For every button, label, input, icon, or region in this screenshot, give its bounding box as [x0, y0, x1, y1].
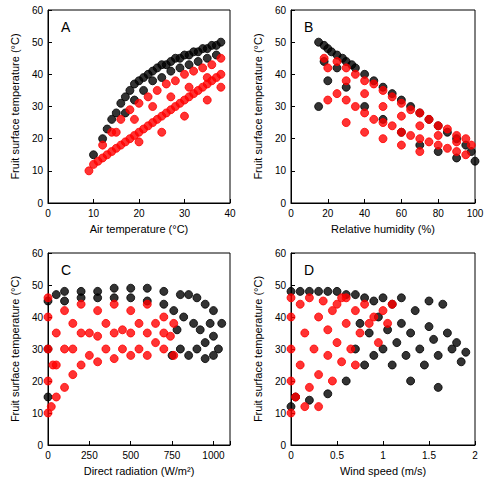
- svg-text:60: 60: [32, 5, 44, 16]
- svg-text:1: 1: [380, 450, 386, 461]
- svg-text:60: 60: [275, 5, 287, 16]
- svg-text:750: 750: [164, 450, 181, 461]
- svg-text:100: 100: [467, 208, 484, 219]
- svg-text:60: 60: [396, 208, 408, 219]
- svg-text:0: 0: [45, 450, 51, 461]
- svg-text:1.5: 1.5: [422, 450, 436, 461]
- svg-text:40: 40: [32, 312, 44, 323]
- svg-text:Fruit surface temperature (°C): Fruit surface temperature (°C): [9, 33, 21, 179]
- svg-text:20: 20: [32, 133, 44, 144]
- svg-text:30: 30: [32, 101, 44, 112]
- svg-text:10: 10: [32, 408, 44, 419]
- svg-text:40: 40: [224, 208, 236, 219]
- svg-text:50: 50: [275, 37, 287, 48]
- svg-text:80: 80: [433, 208, 445, 219]
- svg-text:1000: 1000: [202, 450, 225, 461]
- svg-text:10: 10: [275, 408, 287, 419]
- svg-text:50: 50: [32, 37, 44, 48]
- svg-text:0.5: 0.5: [330, 450, 344, 461]
- svg-text:Fruit surface temperature (°C): Fruit surface temperature (°C): [252, 33, 264, 179]
- svg-text:40: 40: [275, 69, 287, 80]
- svg-text:10: 10: [88, 208, 100, 219]
- svg-text:10: 10: [275, 165, 287, 176]
- svg-text:30: 30: [32, 344, 44, 355]
- svg-text:0: 0: [288, 450, 294, 461]
- svg-text:Relative humidity (%): Relative humidity (%): [331, 223, 435, 235]
- svg-text:40: 40: [359, 208, 371, 219]
- svg-text:10: 10: [32, 165, 44, 176]
- svg-text:40: 40: [32, 69, 44, 80]
- svg-text:Fruit surface temperature (°C): Fruit surface temperature (°C): [252, 276, 264, 422]
- svg-text:20: 20: [322, 208, 334, 219]
- svg-text:Wind speed (m/s): Wind speed (m/s): [340, 465, 426, 477]
- svg-text:50: 50: [275, 280, 287, 291]
- svg-text:30: 30: [179, 208, 191, 219]
- svg-text:B: B: [304, 19, 313, 35]
- svg-text:20: 20: [275, 133, 287, 144]
- svg-text:250: 250: [81, 450, 98, 461]
- svg-text:40: 40: [275, 312, 287, 323]
- svg-text:Air temperature (°C): Air temperature (°C): [90, 223, 189, 235]
- svg-text:60: 60: [275, 248, 287, 259]
- svg-text:0: 0: [37, 440, 43, 451]
- svg-text:0: 0: [280, 198, 286, 209]
- svg-text:30: 30: [275, 344, 287, 355]
- svg-text:0: 0: [280, 440, 286, 451]
- svg-text:30: 30: [275, 101, 287, 112]
- svg-text:50: 50: [32, 280, 44, 291]
- svg-text:2: 2: [472, 450, 478, 461]
- svg-text:0: 0: [45, 208, 51, 219]
- svg-text:A: A: [61, 19, 71, 35]
- svg-text:Fruit surface temperature (°C): Fruit surface temperature (°C): [9, 276, 21, 422]
- svg-text:20: 20: [32, 376, 44, 387]
- svg-text:D: D: [304, 262, 314, 278]
- svg-text:500: 500: [122, 450, 139, 461]
- svg-text:20: 20: [275, 376, 287, 387]
- svg-text:0: 0: [37, 198, 43, 209]
- svg-text:60: 60: [32, 248, 44, 259]
- svg-text:Direct radiation (W/m²): Direct radiation (W/m²): [84, 465, 195, 477]
- svg-text:C: C: [61, 262, 71, 278]
- svg-text:20: 20: [133, 208, 145, 219]
- svg-text:0: 0: [288, 208, 294, 219]
